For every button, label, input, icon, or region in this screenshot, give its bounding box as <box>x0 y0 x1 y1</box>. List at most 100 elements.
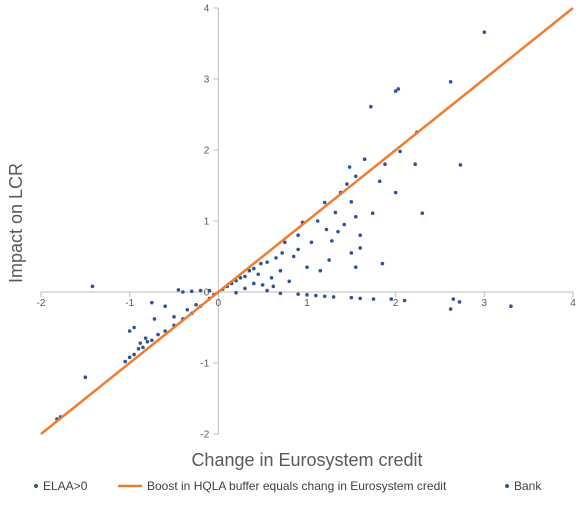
y-tick-label: -2 <box>200 430 209 441</box>
scatter-point <box>194 302 198 307</box>
scatter-point <box>322 294 327 299</box>
legend-point-swatch <box>34 484 38 488</box>
scatter-point <box>132 325 136 330</box>
legend: ELAA>0 Boost in HQLA buffer equals chang … <box>34 479 542 493</box>
y-axis-title: Impact on LCR <box>6 163 26 283</box>
scatter-point <box>259 261 263 266</box>
scatter-point <box>398 149 402 154</box>
scatter-point <box>280 251 284 255</box>
legend-label: ELAA>0 <box>43 479 88 493</box>
scatter-point <box>458 163 463 167</box>
axes: -2 -1 0 1 2 3 4 -2 -1 0 1 2 3 4 <box>37 4 577 441</box>
scatter-point <box>143 336 148 340</box>
scatter-point <box>369 104 373 109</box>
scatter-point <box>296 247 300 252</box>
legend-item: Boost in HQLA buffer equals chang in Eur… <box>118 479 447 493</box>
scatter-point <box>393 190 398 195</box>
scatter-point <box>243 274 247 279</box>
scatter-point <box>305 293 309 297</box>
scatter-point <box>389 297 394 301</box>
scatter-point <box>336 229 340 234</box>
legend-label: Boost in HQLA buffer equals chang in Eur… <box>147 479 447 493</box>
scatter-point <box>314 293 318 298</box>
scatter-point <box>243 286 247 291</box>
scatter-point <box>296 292 300 296</box>
scatter-point <box>252 266 256 271</box>
scatter-point <box>260 283 265 287</box>
scatter-point <box>138 341 143 345</box>
scatter-point <box>207 288 212 293</box>
scatter-point <box>345 182 349 186</box>
scatter-point <box>83 375 88 380</box>
scatter-point <box>358 246 363 250</box>
scatter-point <box>150 300 154 305</box>
scatter-point <box>509 304 513 309</box>
scatter-point <box>330 239 334 243</box>
scatter-point <box>362 157 367 162</box>
scatter-point <box>163 329 167 333</box>
scatter-point <box>132 352 136 357</box>
legend-item: Bank <box>505 479 542 493</box>
scatter-point <box>256 272 261 277</box>
scatter-point <box>265 260 269 264</box>
scatter-point <box>172 315 176 319</box>
scatter-point <box>278 291 283 296</box>
scatter-point <box>296 233 300 237</box>
scatter-point <box>181 290 185 294</box>
legend-label: Bank <box>514 479 542 493</box>
scatter-point <box>349 200 354 204</box>
scatter-point <box>150 338 154 343</box>
scatter-point <box>333 210 338 215</box>
legend-item: ELAA>0 <box>34 479 88 493</box>
y-tick-label: 1 <box>204 217 210 228</box>
scatter-point <box>278 268 283 273</box>
scatter-point <box>331 295 336 299</box>
scatter-point <box>176 288 181 292</box>
scatter-point <box>127 329 132 333</box>
scatter-point <box>163 304 167 309</box>
scatter-point <box>420 211 425 215</box>
scatter-point <box>383 162 387 166</box>
scatter-point <box>377 179 382 184</box>
scatter-point <box>370 211 375 215</box>
scatter-point <box>353 214 358 219</box>
x-tick-label: 4 <box>570 298 576 309</box>
scatter-point <box>358 296 363 301</box>
scatter-point <box>347 165 352 169</box>
x-tick-label: -1 <box>125 298 134 309</box>
scatter-point <box>402 298 407 303</box>
scatter-point <box>393 89 398 93</box>
scatter-point <box>396 87 401 91</box>
scatter-point <box>413 162 417 166</box>
y-tick-label: 3 <box>204 75 210 86</box>
scatter-point <box>318 268 323 273</box>
scatter-point <box>271 284 276 289</box>
scatter-point <box>234 290 238 295</box>
scatter-point <box>287 279 292 284</box>
scatter-point <box>274 256 278 260</box>
scatter-point <box>342 222 347 227</box>
scatter-point <box>324 227 329 232</box>
scatter-point <box>349 251 354 255</box>
scatter-point <box>448 307 453 311</box>
scatter-point <box>353 265 358 269</box>
scatter-point <box>451 297 456 301</box>
scatter-point <box>141 345 145 350</box>
scatter-point <box>353 174 358 179</box>
y-tick-label: 2 <box>204 146 210 157</box>
scatter-point <box>265 288 269 293</box>
scatter-point <box>198 288 203 293</box>
data-series <box>40 7 574 435</box>
y-tick-label: 4 <box>204 4 210 15</box>
reference-line <box>40 7 574 435</box>
x-tick-label: 0 <box>216 298 222 309</box>
x-axis-title: Change in Eurosystem credit <box>191 450 422 470</box>
scatter-point <box>482 30 487 34</box>
x-tick-label: 1 <box>304 298 310 309</box>
scatter-point <box>127 355 132 360</box>
scatter-point <box>238 276 243 280</box>
scatter-point <box>145 339 150 344</box>
x-tick-label: 2 <box>393 298 399 309</box>
